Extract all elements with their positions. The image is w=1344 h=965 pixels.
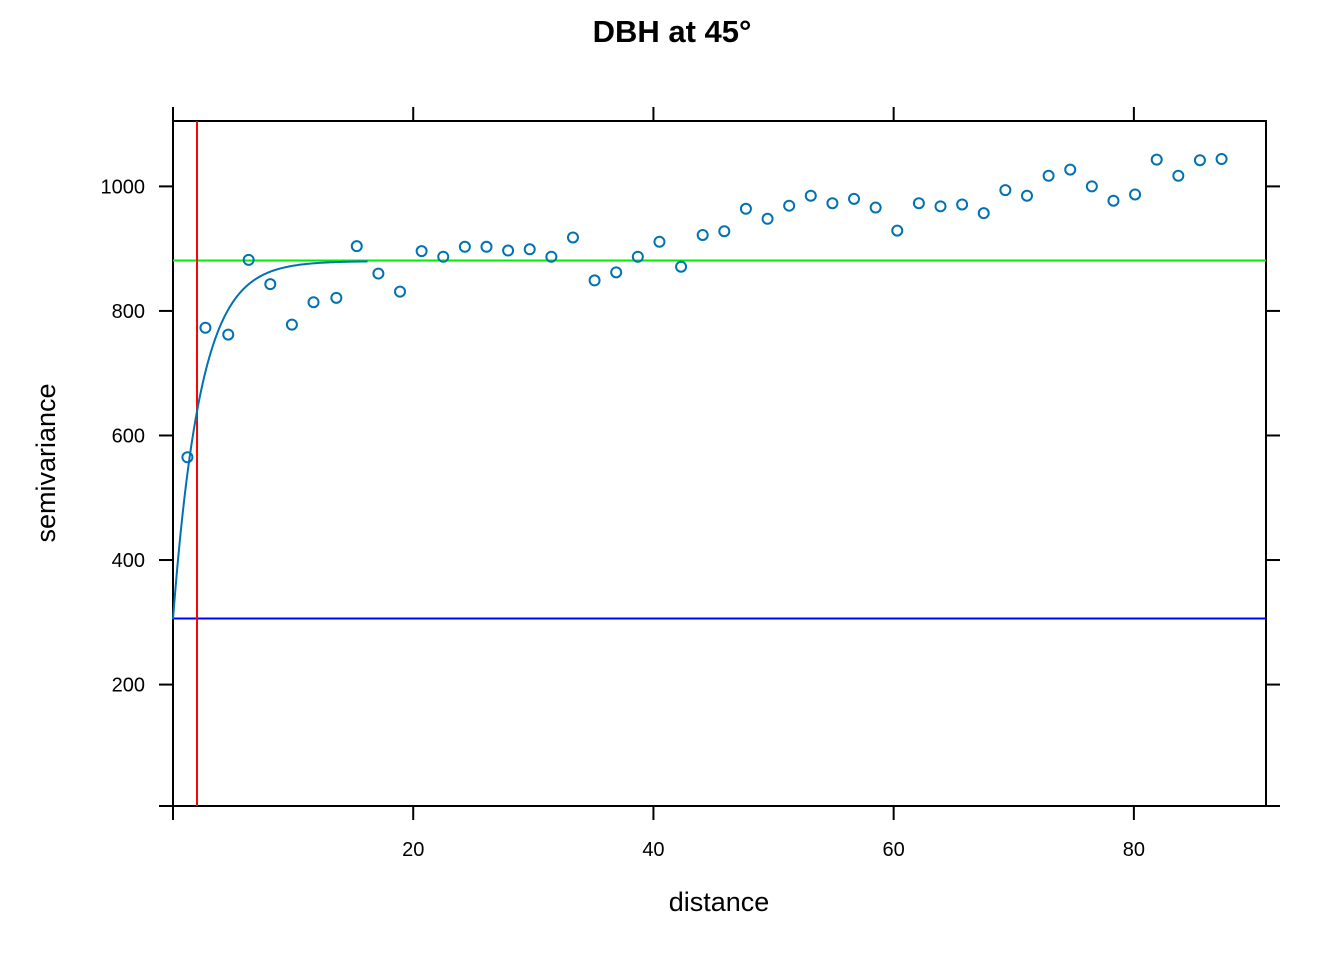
y-tick-label: 600 (112, 425, 145, 447)
data-point (285, 318, 298, 331)
data-point (783, 199, 796, 212)
y-tick-label: 200 (112, 675, 145, 697)
data-point (372, 267, 385, 280)
model-curve-group (172, 260, 368, 620)
data-point (675, 260, 688, 273)
data-point (330, 291, 343, 304)
data-point (437, 250, 450, 263)
data-point (999, 184, 1012, 197)
data-point (891, 224, 904, 237)
x-tick-label: 20 (402, 839, 424, 861)
data-point (502, 244, 515, 257)
data-point (181, 451, 194, 464)
data-point (415, 245, 428, 258)
data-point (718, 225, 731, 238)
x-axis-label: distance (669, 887, 770, 917)
data-point (588, 274, 601, 287)
data-point (934, 200, 947, 213)
data-point (222, 328, 235, 341)
data-point (804, 189, 817, 202)
data-point (350, 240, 363, 253)
data-point (264, 278, 277, 291)
data-point (1172, 169, 1185, 182)
model-curve (172, 260, 368, 620)
data-point (1150, 153, 1163, 166)
data-point (545, 250, 558, 263)
data-point (956, 198, 969, 211)
data-point (1085, 180, 1098, 193)
data-point (696, 228, 709, 241)
data-point (199, 321, 212, 334)
y-tick-label: 400 (112, 550, 145, 572)
data-point (869, 201, 882, 214)
data-point (826, 197, 839, 210)
data-point (1107, 194, 1120, 207)
data-point (307, 296, 320, 309)
data-point (977, 207, 990, 220)
data-point (523, 243, 536, 256)
data-point (1193, 154, 1206, 167)
data-point (912, 197, 925, 210)
y-axis-label: semivariance (31, 383, 61, 542)
data-point (458, 240, 471, 253)
data-point (610, 266, 623, 279)
y-tick-label: 1000 (101, 176, 146, 198)
chart-title: DBH at 45° (593, 14, 752, 49)
x-tick-label: 40 (642, 839, 664, 861)
data-point (480, 240, 493, 253)
data-point (1064, 163, 1077, 176)
data-point (1129, 188, 1142, 201)
data-point (566, 231, 579, 244)
x-tick-label: 80 (1123, 839, 1145, 861)
plot-frame (172, 120, 1267, 807)
data-point (761, 212, 774, 225)
data-point (631, 250, 644, 263)
data-point (653, 235, 666, 248)
data-point (1042, 169, 1055, 182)
x-tick-label: 60 (883, 839, 905, 861)
reference-lines (173, 121, 1266, 806)
data-point (394, 285, 407, 298)
data-point (848, 192, 861, 205)
data-points (181, 152, 1228, 464)
data-point (739, 202, 752, 215)
axis-ticks: 20 40 60 80 200 400 600 800 1000 (101, 107, 1280, 861)
y-tick-label: 800 (112, 301, 145, 323)
data-point (1020, 189, 1033, 202)
data-point (1215, 152, 1228, 165)
data-point (242, 253, 255, 266)
plot-border (172, 120, 1267, 807)
